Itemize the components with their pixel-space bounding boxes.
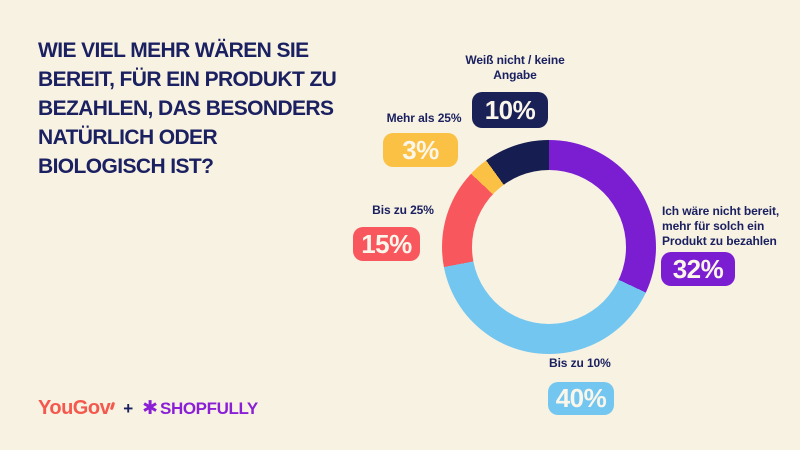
shopfully-logo: ✱ SHOPFULLY bbox=[142, 399, 258, 419]
segment-label-nicht-bereit: Ich wäre nicht bereit, mehr für solch ei… bbox=[662, 204, 780, 248]
title-line: BEZAHLEN, DAS BESONDERS bbox=[38, 97, 334, 120]
donut-chart bbox=[442, 140, 656, 354]
title-line: NATÜRLICH ODER bbox=[38, 126, 218, 149]
value-badge-mehr-als-25: 3% bbox=[383, 133, 458, 167]
shopfully-logo-text: SHOPFULLY bbox=[160, 398, 258, 418]
segment-label-mehr-als-25: Mehr als 25% bbox=[386, 111, 462, 125]
value-badge-weiss-nicht: 10% bbox=[472, 92, 548, 128]
donut-hole bbox=[472, 170, 626, 324]
yougov-logo: YouGov bbox=[38, 397, 116, 420]
segment-label-weiss-nicht: Weiß nicht / keine Angabe bbox=[465, 53, 565, 82]
segment-label-bis-zu-10: Bis zu 10% bbox=[549, 356, 611, 370]
shopfully-star-icon: ✱ bbox=[142, 398, 159, 419]
title-line: BIOLOGISCH IST? bbox=[38, 155, 214, 178]
value-badge-bis-zu-10: 40% bbox=[548, 382, 614, 415]
value-badge-bis-zu-25: 15% bbox=[353, 227, 420, 261]
chart-question-title: WIE VIEL MEHR WÄREN SIE BEREIT, FÜR EIN … bbox=[38, 36, 398, 181]
yougov-logo-text: YouGov bbox=[38, 397, 111, 419]
value-badge-nicht-bereit: 32% bbox=[661, 252, 735, 286]
plus-sign: + bbox=[123, 398, 134, 418]
segment-label-bis-zu-25: Bis zu 25% bbox=[372, 203, 434, 217]
yougov-tick-icon bbox=[110, 401, 116, 411]
title-line: BEREIT, FÜR EIN PRODUKT ZU bbox=[38, 68, 337, 91]
title-line: WIE VIEL MEHR WÄREN SIE bbox=[38, 39, 309, 62]
source-logos: YouGov + ✱ SHOPFULLY bbox=[38, 397, 258, 420]
